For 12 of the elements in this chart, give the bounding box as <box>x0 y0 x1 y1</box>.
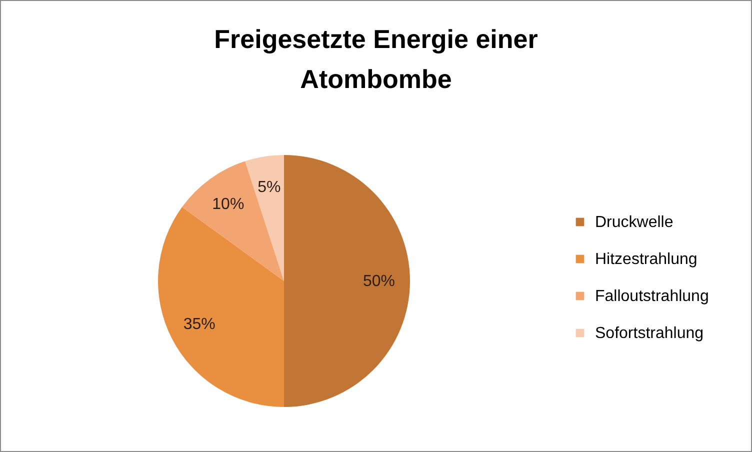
data-label: 35% <box>183 316 216 334</box>
data-label: 50% <box>362 273 396 290</box>
legend-label: Sofortstrahlung <box>595 325 704 342</box>
legend-label: Hitzestrahlung <box>595 251 698 268</box>
data-label: 10% <box>212 196 244 214</box>
chart-title: Freigesetzte Energie einer Atombombe <box>214 24 538 94</box>
pie-slice <box>182 161 284 281</box>
legend-label: Falloutstrahlung <box>595 288 709 305</box>
pie-slice <box>245 155 284 281</box>
data-label: 5% <box>258 179 281 196</box>
pie-slice <box>284 155 410 407</box>
legend-label: Druckwelle <box>595 214 674 231</box>
